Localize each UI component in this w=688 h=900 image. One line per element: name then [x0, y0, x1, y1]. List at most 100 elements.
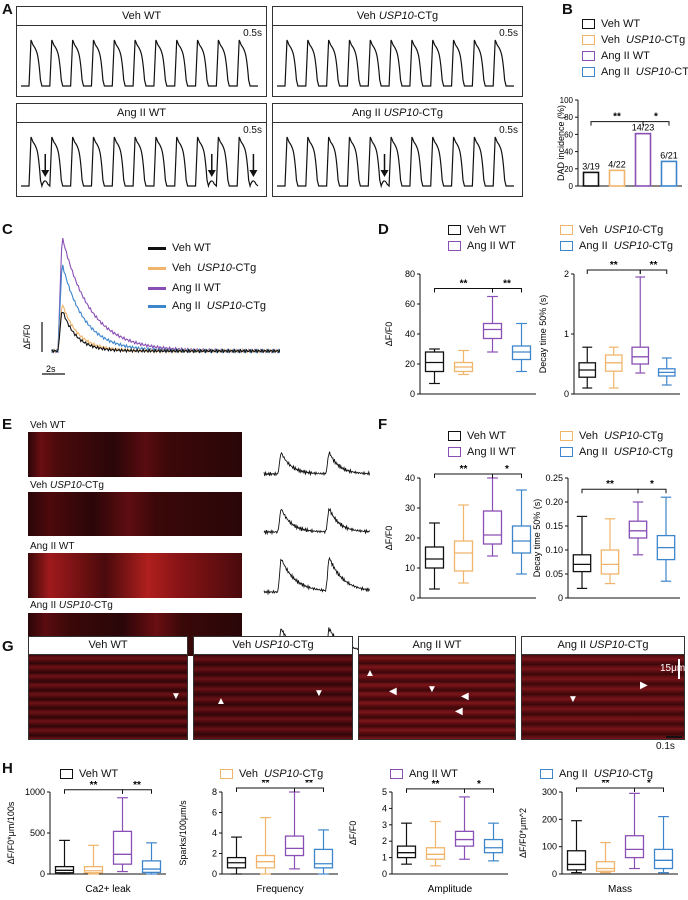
- dad-arrow-head: [41, 170, 50, 177]
- spark-title: Ang II WT: [359, 637, 515, 655]
- y-tick-label: 0: [382, 869, 387, 879]
- box: [566, 850, 587, 871]
- box: [313, 848, 334, 869]
- y-tick-label: 0: [569, 182, 574, 191]
- legend-item: Ang II USP10-CTg: [148, 300, 266, 312]
- y-tick-label: 500: [30, 828, 45, 838]
- significance-stars: **: [90, 780, 98, 791]
- legend-item: Veh WT: [148, 242, 211, 254]
- legend-item: Veh WT: [448, 224, 506, 236]
- significance-stars: **: [613, 112, 621, 123]
- y-tick-label: 10: [405, 563, 415, 573]
- significance-stars: **: [610, 260, 618, 271]
- box: [425, 847, 446, 860]
- box: [511, 525, 532, 554]
- y-tick-label: 1000: [25, 787, 45, 797]
- legend-swatch: [560, 241, 573, 251]
- legend-swatch: [448, 447, 461, 457]
- spark-arrowhead: ▲: [365, 668, 375, 679]
- transient-trace: [51, 311, 280, 354]
- spark-arrowhead: ◀: [389, 686, 397, 697]
- legend-item: Ang II WT: [148, 282, 221, 294]
- legend-swatch: [560, 225, 573, 235]
- significance-bracket: [492, 473, 522, 478]
- y-tick-label: 100: [560, 96, 574, 105]
- trace-title: Veh USP10-CTg: [273, 7, 522, 26]
- box: [424, 546, 445, 569]
- time-scale-label: 0.5s: [243, 125, 262, 136]
- y-tick-label: 0.05: [545, 569, 563, 579]
- ap-trace: [277, 39, 514, 87]
- y-tick-label: 80: [564, 113, 573, 122]
- legend-swatch: [448, 241, 461, 251]
- legend-swatch: [540, 769, 553, 779]
- legend-swatch: [582, 51, 595, 61]
- legend-swatch: [582, 35, 595, 45]
- significance-stars: **: [460, 279, 468, 290]
- panel-label-f: F: [378, 416, 388, 433]
- y-tick-label: 0.20: [545, 497, 563, 507]
- trace-box-veh-wt: Veh WT 0.5s: [16, 6, 267, 97]
- y-scale-label: ΔF/F0: [22, 325, 32, 350]
- trace-title: Veh WT: [17, 7, 266, 26]
- y-tick-label: 0: [40, 869, 45, 879]
- legend-item: Veh WT: [60, 768, 118, 780]
- y-tick-label: 0: [552, 869, 557, 879]
- space-scale-bar: [678, 659, 680, 679]
- significance-bracket: [634, 787, 664, 792]
- bar-label: 14/23: [632, 123, 655, 133]
- y-tick-label: 8: [212, 787, 217, 797]
- x-axis-label: Amplitude: [428, 884, 473, 895]
- spark-arrowhead: ▼: [171, 691, 181, 702]
- y-tick-label: 20: [405, 533, 415, 543]
- spark-arrowhead: ◀: [461, 691, 469, 702]
- ap-waveform: [277, 136, 514, 189]
- y-tick-label: 1: [564, 329, 569, 339]
- significance-bracket: [639, 269, 668, 274]
- spark-arrowhead: ▼: [568, 694, 578, 705]
- legend-item: Ang II WT: [448, 240, 516, 252]
- y-tick-label: 2: [212, 849, 217, 859]
- heatmap-label: Ang II WT: [30, 541, 75, 552]
- y-tick-label: 5: [382, 787, 387, 797]
- y-tick-label: 0: [212, 869, 217, 879]
- profile-trace: [263, 556, 371, 596]
- boxplot-d-amplitude: 0 20 40 60 80 ΔF/F0 ** **: [384, 269, 536, 399]
- time-scale-label: 0.5s: [499, 28, 518, 39]
- trace-title: Ang II USP10-CTg: [273, 104, 522, 123]
- spark-image-veh-wt: Veh WT ▼: [28, 636, 188, 740]
- legend-swatch: [448, 431, 461, 441]
- ap-trace: [277, 136, 514, 189]
- box: [284, 835, 305, 857]
- spark-arrowhead: ◀: [455, 706, 463, 717]
- panel-label-h: H: [2, 760, 13, 777]
- spark-arrowhead: ▲: [216, 696, 226, 707]
- y-tick-label: 3: [382, 820, 387, 830]
- legend-item: Ang II WT: [582, 50, 650, 62]
- dad-arrow-head: [249, 170, 258, 177]
- significance-stars: *: [654, 112, 658, 123]
- boxplot-h-ca-leak: 0 500 1000 ΔF/F0*μm/100s Ca2+ leak ** **: [6, 780, 166, 895]
- ap-waveform: [21, 39, 258, 87]
- spark-title: Ang II USP10-CTg: [522, 637, 684, 655]
- y-tick-label: 100: [542, 842, 557, 852]
- y-tick-label: 20: [564, 165, 573, 174]
- spark-arrowhead: ▼: [314, 688, 324, 699]
- y-tick-label: 40: [564, 148, 573, 157]
- legend-item: Ang II WT: [448, 446, 516, 458]
- y-tick-label: 60: [405, 299, 415, 309]
- bar: [634, 132, 652, 187]
- dad-arrow-head: [207, 170, 216, 177]
- y-axis-label: ΔF/F0: [384, 526, 394, 551]
- trace-box-ang-tg: Ang II USP10-CTg 0.5s: [272, 103, 523, 197]
- box: [631, 346, 650, 365]
- spark-linescan: [194, 655, 352, 739]
- box: [112, 830, 133, 865]
- y-tick-label: 0: [410, 389, 415, 399]
- trace-title: Ang II WT: [17, 104, 266, 123]
- space-scale-label: 15μm: [660, 663, 686, 674]
- spark-linescan: [29, 655, 187, 739]
